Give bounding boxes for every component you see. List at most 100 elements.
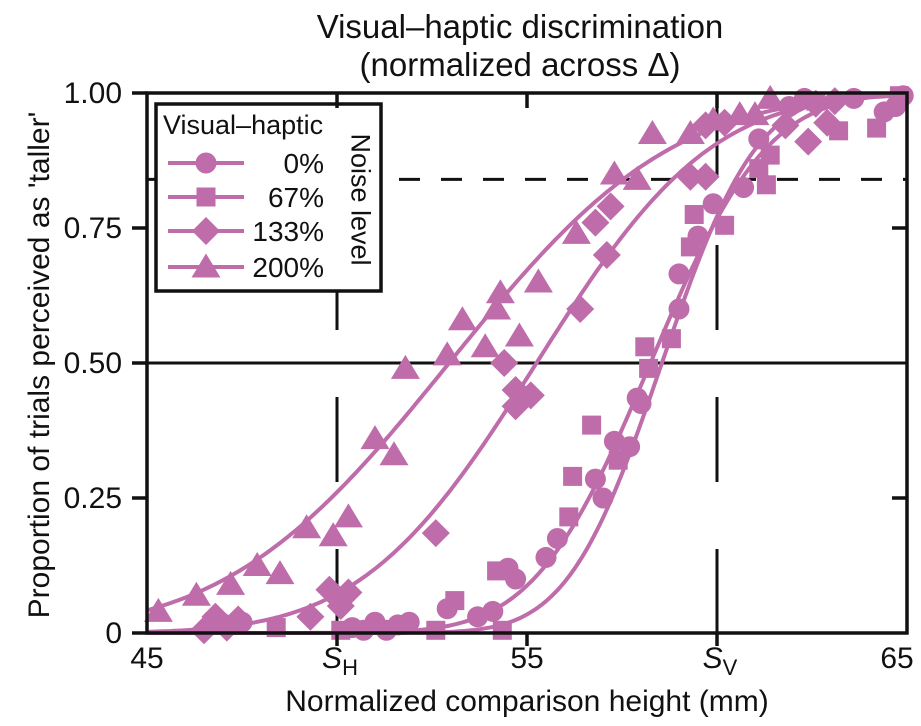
point-triangle-200% bbox=[740, 101, 770, 126]
point-triangle-200% bbox=[561, 219, 591, 244]
legend-label-200pct: 200% bbox=[252, 252, 324, 283]
point-diamond-133% bbox=[801, 89, 830, 118]
point-diamond-133% bbox=[224, 605, 253, 634]
point-square-67% bbox=[445, 591, 465, 611]
y-tick-0: 0 bbox=[105, 617, 122, 650]
point-triangle-200% bbox=[622, 165, 652, 190]
point-square-67% bbox=[487, 561, 507, 581]
point-square-67% bbox=[559, 507, 579, 527]
y-tick-075: 0.75 bbox=[63, 212, 122, 245]
point-circle-0% bbox=[702, 193, 724, 215]
point-circle-0% bbox=[482, 600, 504, 622]
point-square-67% bbox=[661, 329, 681, 349]
x-tick-65: 65 bbox=[880, 642, 914, 675]
point-square-67% bbox=[889, 86, 909, 106]
x-axis-label: Normalized comparison height (mm) bbox=[285, 685, 769, 718]
point-diamond-133% bbox=[516, 381, 545, 410]
point-circle-0% bbox=[592, 487, 614, 509]
legend-title: Visual–haptic bbox=[163, 110, 324, 140]
legend-label-0pct: 0% bbox=[283, 148, 324, 179]
legend-label-133pct: 133% bbox=[252, 216, 324, 247]
point-circle-0% bbox=[733, 177, 755, 198]
point-square-67% bbox=[760, 145, 780, 165]
y-tick-050: 0.50 bbox=[63, 347, 122, 380]
point-square-67% bbox=[426, 620, 446, 640]
point-triangle-200% bbox=[265, 560, 295, 585]
point-triangle-200% bbox=[698, 106, 728, 131]
point-square-67% bbox=[715, 215, 735, 235]
point-square-67% bbox=[608, 450, 628, 470]
point-triangle-200% bbox=[637, 120, 667, 144]
x-tick-sh-sub: H bbox=[342, 655, 358, 680]
point-triangle-200% bbox=[318, 522, 348, 547]
point-triangle-200% bbox=[181, 581, 211, 606]
y-tick-025: 0.25 bbox=[63, 482, 122, 515]
point-diamond-133% bbox=[813, 108, 842, 137]
point-diamond-133% bbox=[581, 208, 610, 237]
point-circle-0% bbox=[505, 568, 527, 590]
point-diamond-133% bbox=[566, 295, 595, 323]
point-triangle-200% bbox=[216, 570, 246, 595]
point-circle-0% bbox=[668, 298, 690, 320]
y-tick-100: 1.00 bbox=[63, 77, 122, 110]
x-tick-sh-main: S bbox=[322, 642, 343, 675]
point-triangle-200% bbox=[523, 268, 553, 293]
point-square-67% bbox=[492, 620, 512, 640]
point-square-67% bbox=[684, 205, 704, 224]
x-tick-55: 55 bbox=[510, 642, 544, 675]
point-square-67% bbox=[867, 118, 887, 138]
point-diamond-133% bbox=[296, 602, 325, 631]
x-tick-sh: SH bbox=[280, 642, 400, 681]
x-tick-sv-sub: V bbox=[722, 655, 738, 680]
point-triangle-200% bbox=[360, 425, 390, 450]
x-tick-sv-main: S bbox=[702, 642, 723, 675]
legend-marker-square bbox=[196, 187, 216, 207]
point-circle-0% bbox=[748, 128, 770, 150]
x-tick-45: 45 bbox=[130, 642, 164, 675]
legend-marker-diamond bbox=[192, 217, 220, 245]
point-triangle-200% bbox=[143, 597, 173, 622]
point-square-67% bbox=[639, 358, 659, 378]
point-diamond-133% bbox=[592, 241, 621, 269]
point-square-67% bbox=[582, 415, 602, 435]
point-triangle-200% bbox=[675, 120, 705, 144]
point-triangle-200% bbox=[333, 503, 363, 528]
point-triangle-200% bbox=[242, 552, 272, 576]
point-circle-0% bbox=[668, 263, 690, 285]
point-diamond-133% bbox=[334, 578, 363, 607]
point-square-67% bbox=[635, 337, 655, 357]
point-circle-0% bbox=[398, 611, 420, 633]
point-triangle-200% bbox=[470, 333, 500, 358]
point-triangle-200% bbox=[432, 341, 462, 366]
point-square-67% bbox=[563, 466, 583, 486]
legend-marker-triangle bbox=[191, 253, 221, 278]
point-circle-0% bbox=[535, 546, 557, 568]
point-circle-0% bbox=[630, 393, 652, 414]
point-triangle-200% bbox=[447, 306, 477, 331]
legend-side-label: Noise level bbox=[345, 133, 376, 266]
point-square-67% bbox=[756, 175, 776, 195]
x-tick-sv: SV bbox=[660, 642, 780, 681]
point-circle-0% bbox=[843, 87, 865, 109]
point-square-67% bbox=[680, 237, 700, 257]
point-square-67% bbox=[331, 620, 351, 640]
point-diamond-133% bbox=[676, 162, 705, 191]
point-triangle-200% bbox=[390, 354, 420, 379]
point-diamond-133% bbox=[691, 162, 720, 191]
point-triangle-200% bbox=[482, 295, 512, 320]
point-triangle-200% bbox=[292, 514, 322, 539]
point-triangle-200% bbox=[599, 160, 629, 185]
legend-label-67pct: 67% bbox=[267, 182, 324, 213]
point-circle-0% bbox=[584, 468, 606, 490]
point-diamond-133% bbox=[771, 111, 800, 140]
point-triangle-200% bbox=[755, 84, 785, 109]
point-diamond-133% bbox=[421, 519, 450, 548]
point-diamond-133% bbox=[596, 192, 625, 221]
legend-marker-circle bbox=[195, 152, 217, 174]
point-diamond-133% bbox=[794, 127, 823, 156]
chart-title-line1: Visual–haptic discrimination bbox=[316, 8, 724, 45]
chart-title-line2: (normalized across Δ) bbox=[359, 46, 681, 83]
point-circle-0% bbox=[546, 528, 568, 549]
